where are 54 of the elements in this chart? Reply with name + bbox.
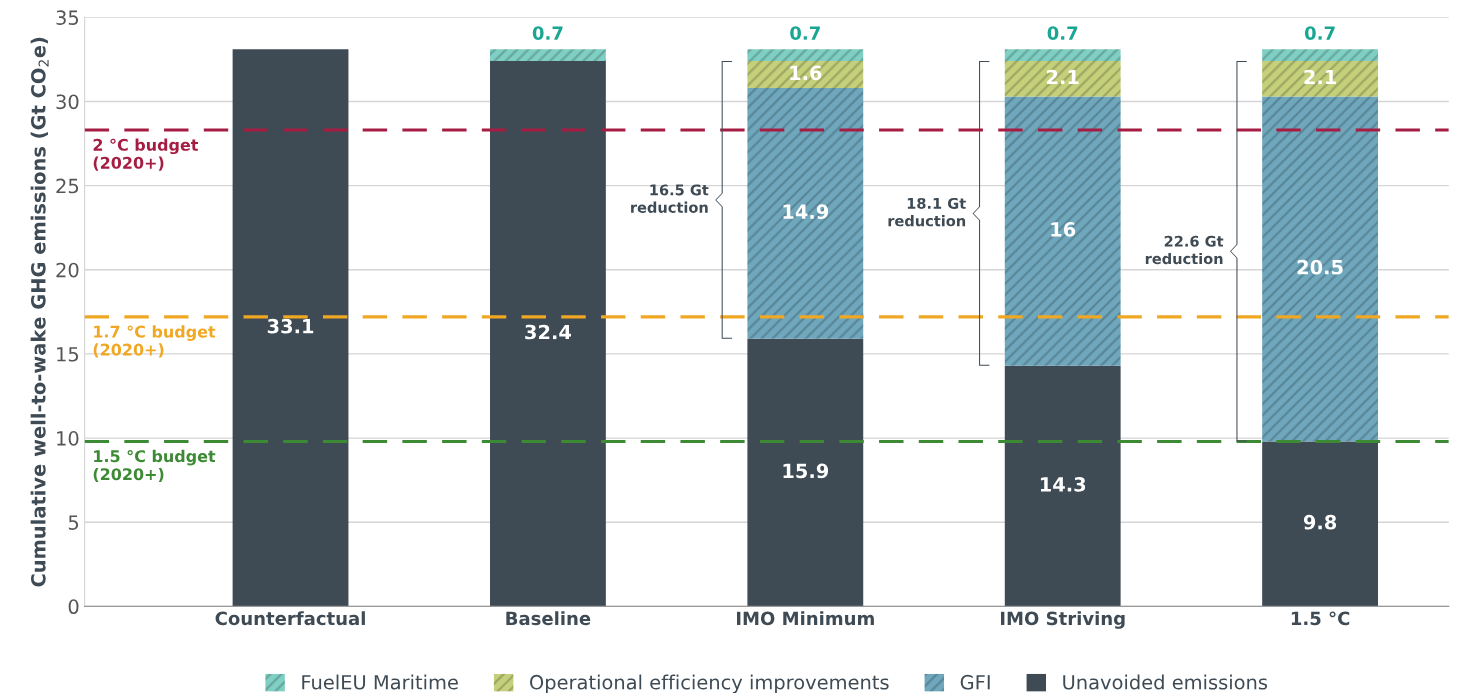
y-tick-label: 0	[68, 599, 79, 615]
bar	[747, 61, 864, 89]
data-label: 32.4	[525, 324, 572, 340]
y-tick-label: 25	[56, 178, 79, 194]
ref-line-label: 1.7 °C budget (2020+)	[93, 325, 216, 358]
bar	[232, 49, 349, 607]
data-label: 0.7	[1047, 26, 1078, 40]
legend-label: Operational efficiency improvements	[530, 674, 889, 693]
x-tick-label: Counterfactual	[215, 611, 365, 626]
bar	[1004, 49, 1121, 62]
data-label: 2.1	[1047, 69, 1079, 85]
y-tick-label: 35	[56, 10, 79, 25]
ref-line-label: 1.5 °C budget (2020+)	[93, 449, 216, 483]
annotation: 22.6 Gt reduction	[1145, 235, 1224, 265]
bar	[1004, 365, 1121, 607]
data-label: 14.3	[1040, 476, 1086, 492]
y-tick-label: 5	[68, 515, 79, 530]
bar	[490, 61, 606, 607]
annotation: 18.1 Gt reduction	[888, 197, 966, 227]
bar	[1262, 49, 1378, 62]
annotation: 16.5 Gt reduction	[631, 184, 709, 213]
bar	[747, 88, 864, 339]
data-label: 33.1	[267, 318, 314, 334]
y-tick-label: 15	[57, 347, 79, 362]
bar	[1262, 96, 1378, 442]
x-tick-label: 1.5 °C	[1291, 611, 1350, 626]
data-label: 2.1	[1304, 69, 1336, 85]
bar	[1004, 96, 1121, 366]
data-label: 1.6	[790, 65, 822, 81]
bar	[747, 49, 864, 62]
data-label: 20.5	[1297, 259, 1343, 275]
data-label: 9.8	[1303, 514, 1337, 530]
data-label: 14.9	[783, 204, 829, 220]
legend-label: FuelEU Maritime	[302, 674, 458, 690]
data-label: 15.9	[783, 463, 829, 479]
x-tick-label: IMO Striving	[1000, 611, 1125, 629]
data-label: 0.7	[790, 26, 820, 40]
bar	[1262, 441, 1378, 607]
legend-label: GFI	[960, 674, 990, 690]
y-tick-label: 30	[56, 94, 79, 110]
bar	[1004, 61, 1121, 97]
bar	[747, 338, 864, 607]
x-tick-label: IMO Minimum	[736, 611, 874, 626]
bar	[490, 49, 606, 62]
y-axis-title: Cumulative well-to-wake GHG emissions (Gt CO$_{2}$e)	[30, 37, 49, 587]
data-label: 16	[1051, 222, 1076, 237]
x-tick-label: Baseline	[506, 611, 591, 626]
y-tick-label: 10	[57, 431, 79, 446]
legend-label: Unavoided emissions	[1063, 674, 1268, 690]
ref-line-label: 2 °C budget (2020+)	[93, 138, 199, 171]
data-label: 0.7	[1304, 26, 1335, 40]
bar	[1262, 61, 1378, 97]
data-label: 0.7	[532, 26, 563, 40]
y-tick-label: 20	[56, 262, 79, 278]
